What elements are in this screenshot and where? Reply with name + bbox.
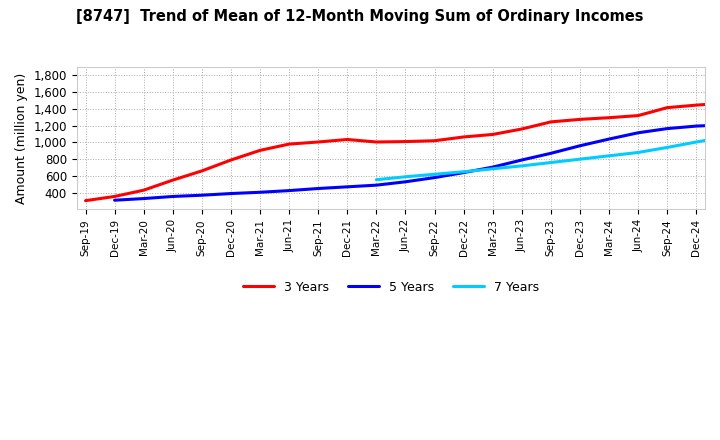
5 Years [227,191,235,196]
3 Years [197,168,206,173]
Y-axis label: Amount (million yen): Amount (million yen) [15,73,28,204]
7 Years [430,172,438,177]
3 Years [372,139,381,145]
3 Years [227,158,235,163]
5 Years [488,165,497,170]
3 Years [605,115,613,120]
3 Years [546,119,555,125]
7 Years [634,150,642,155]
7 Years [459,169,468,174]
3 Years [575,117,584,122]
7 Years [692,139,701,145]
5 Years [605,136,613,142]
5 Years [518,158,526,163]
3 Years [140,187,148,193]
3 Years [430,138,438,143]
Legend: 3 Years, 5 Years, 7 Years: 3 Years, 5 Years, 7 Years [238,275,544,298]
5 Years [256,190,264,195]
3 Years [663,105,672,110]
3 Years [488,132,497,137]
3 Years [81,198,90,203]
Text: [8747]  Trend of Mean of 12-Month Moving Sum of Ordinary Incomes: [8747] Trend of Mean of 12-Month Moving … [76,9,644,24]
3 Years [343,137,351,142]
3 Years [110,194,119,199]
7 Years [488,166,497,172]
7 Years [575,157,584,162]
3 Years [634,113,642,118]
5 Years [634,130,642,136]
5 Years [168,194,177,199]
5 Years [401,179,410,184]
5 Years [546,150,555,156]
5 Years [140,196,148,201]
5 Years [110,198,119,203]
7 Years [518,163,526,169]
3 Years [401,139,410,144]
5 Years [372,183,381,188]
3 Years [314,139,323,145]
5 Years [459,170,468,175]
3 Years [459,134,468,139]
Line: 3 Years: 3 Years [86,74,720,201]
7 Years [663,145,672,150]
3 Years [256,148,264,153]
7 Years [546,160,555,165]
5 Years [692,124,701,129]
5 Years [663,126,672,131]
5 Years [575,143,584,148]
7 Years [372,177,381,182]
5 Years [314,186,323,191]
3 Years [518,126,526,132]
Line: 7 Years: 7 Years [377,120,720,180]
3 Years [285,141,294,147]
7 Years [401,174,410,180]
3 Years [692,103,701,108]
5 Years [343,184,351,190]
3 Years [168,177,177,183]
7 Years [605,153,613,158]
Line: 5 Years: 5 Years [114,100,720,200]
5 Years [430,175,438,180]
5 Years [285,188,294,193]
5 Years [197,193,206,198]
